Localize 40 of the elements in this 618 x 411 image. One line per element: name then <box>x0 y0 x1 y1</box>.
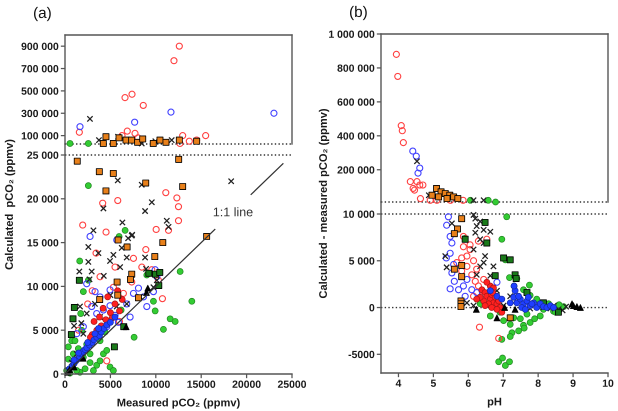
y-tick-label: 10 000 <box>28 282 58 290</box>
x-tick-label: 0 <box>62 380 68 388</box>
y-tick-label: 15 000 <box>28 239 58 246</box>
y-tick-label: 20 000 <box>27 195 58 203</box>
y-tick-label: 5 000 <box>349 257 374 265</box>
y-tick-label: 100 000 <box>22 132 58 140</box>
chart-title: (b) <box>350 6 367 20</box>
x-tick-label: 4 <box>396 380 402 387</box>
x-tick-label: 5 <box>430 380 436 387</box>
x-axis-title: Measured pCO₂ (ppmv) <box>118 398 240 409</box>
y-tick-label: 600 000 <box>337 98 374 106</box>
y-tick-label: 200 000 <box>337 166 374 174</box>
x-tick-label: 20000 <box>232 380 261 388</box>
x-tick-label: 8 <box>536 380 541 387</box>
x-tick-label: 25000 <box>278 380 306 388</box>
chart-title: (a) <box>34 6 51 22</box>
y-tick-label: 700 000 <box>22 65 58 72</box>
y-axis-title: Calculated pCO₂ (ppmv) <box>4 140 16 270</box>
y-tick-label: 300 000 <box>21 110 58 118</box>
y-tick-label: -5000 <box>348 350 374 358</box>
x-tick-label: 15000 <box>187 380 216 388</box>
y-tick-label: 0 <box>53 370 58 378</box>
y-tick-label: 1 000 000 <box>329 30 374 38</box>
y-tick-label: 0 <box>369 304 374 312</box>
y-tick-label: 400 000 <box>337 132 374 140</box>
x-tick-label: 5000 <box>99 380 122 388</box>
y-tick-label: 500 000 <box>21 87 58 95</box>
y-tick-label: 5 000 <box>33 326 58 334</box>
y-tick-label: 900 000 <box>21 42 58 50</box>
x-axis-title: pH <box>488 398 502 408</box>
y-tick-label: 10 000 <box>344 210 374 218</box>
x-tick-label: 10000 <box>142 380 170 388</box>
x-tick-label: 10 <box>602 380 614 387</box>
y-tick-label: 25 000 <box>27 152 58 159</box>
y-axis-title: Calculated - measured pCO₂ (ppmv) <box>318 108 330 298</box>
y-tick-label: 800 000 <box>337 64 374 72</box>
x-tick-label: 9 <box>570 380 576 387</box>
x-tick-label: 7 <box>500 380 506 387</box>
annotation: 1:1 line <box>214 207 253 216</box>
x-tick-label: 6 <box>466 380 471 387</box>
